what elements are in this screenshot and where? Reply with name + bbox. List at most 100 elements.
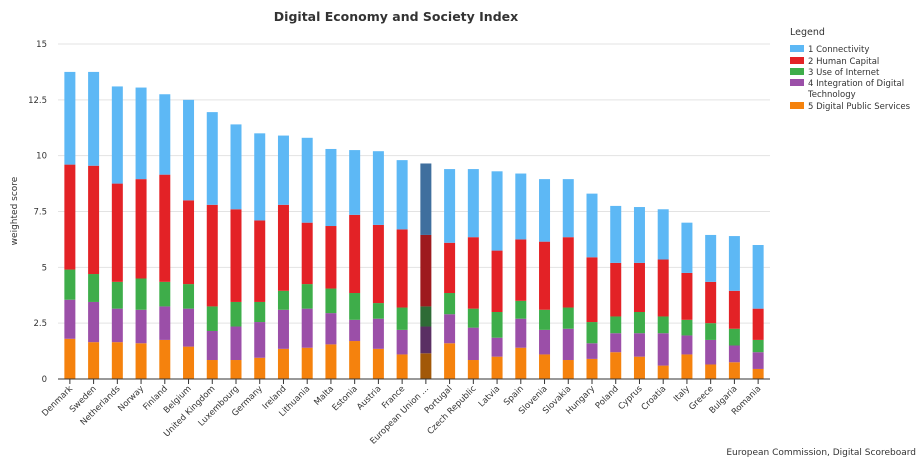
chart-title: Digital Economy and Society Index — [274, 9, 518, 24]
bar-segment — [206, 330, 218, 361]
bar-segment — [159, 94, 171, 175]
bar-segment — [562, 360, 574, 379]
bar-segment — [159, 281, 171, 307]
bar-segment — [610, 333, 622, 353]
bar-segment — [467, 327, 479, 361]
bar-segment — [64, 269, 76, 300]
bar-segment — [610, 316, 622, 334]
bar-segment — [325, 288, 337, 314]
bar-segment — [633, 312, 645, 334]
bar-segment — [372, 318, 384, 349]
bar-segment — [657, 333, 669, 366]
bar-segment — [254, 301, 266, 323]
bar-segment — [752, 245, 764, 309]
bar-segment — [420, 326, 432, 354]
bar-segment — [159, 339, 171, 379]
bar-segment — [657, 316, 669, 334]
category-label: Croatia — [640, 384, 669, 413]
bar-segment — [610, 205, 622, 263]
bar-segment — [728, 328, 740, 346]
legend-label: 5 Digital Public Services — [808, 102, 911, 112]
bar-segment — [420, 306, 432, 327]
bar-segment — [420, 353, 432, 379]
bar-segment — [135, 343, 147, 379]
bar-segment — [515, 347, 527, 379]
bar-segment — [372, 151, 384, 225]
bar-segment — [349, 214, 361, 294]
bar-segment — [254, 133, 266, 221]
bar-segment — [372, 303, 384, 319]
y-axis-label: weighted score — [10, 176, 20, 245]
bar-segment — [277, 204, 289, 291]
bar-segment — [515, 318, 527, 348]
bar-segment — [183, 346, 195, 379]
bar-segment — [586, 257, 598, 323]
bar-segment — [396, 160, 408, 230]
legend-label: 1 Connectivity — [808, 45, 869, 55]
bar-segment — [633, 356, 645, 379]
bar-segment — [633, 207, 645, 263]
bar-segment — [728, 290, 740, 329]
bar-segment — [64, 164, 76, 270]
bar-segment — [135, 87, 147, 180]
bar-segment — [657, 365, 669, 379]
bar-segment — [444, 343, 456, 379]
bar-segment — [610, 352, 622, 379]
bar-segment — [277, 309, 289, 349]
bar-segment — [254, 357, 266, 379]
bar-segment — [562, 307, 574, 329]
category-label: Denmark — [40, 384, 75, 419]
y-tick-label: 10 — [36, 152, 47, 162]
bar-segment — [135, 309, 147, 344]
bar-segment — [633, 333, 645, 357]
bar-segment — [111, 281, 123, 309]
source-credit: European Commission, Digital Scoreboard — [726, 448, 916, 458]
y-tick-label: 0 — [42, 375, 47, 385]
bar-segment — [230, 209, 242, 302]
legend-swatch — [790, 79, 804, 86]
bar-segment — [562, 237, 574, 308]
bar-segment — [515, 173, 527, 240]
bar-segment — [301, 284, 313, 309]
bar-segment — [88, 71, 100, 166]
y-tick-label: 15 — [36, 40, 47, 50]
bar-segment — [491, 250, 503, 312]
bar-segment — [681, 335, 693, 355]
legend-label: 3 Use of Internet — [808, 68, 880, 78]
category-label: Italy — [672, 384, 692, 404]
bar-segment — [206, 204, 218, 307]
category-label: Norway — [116, 384, 146, 414]
bar-segment — [539, 241, 551, 310]
bar-segment — [64, 71, 76, 165]
bar-segment — [349, 319, 361, 342]
bar-segment — [539, 179, 551, 242]
bar-segment — [420, 163, 432, 235]
legend-title: Legend — [790, 27, 825, 38]
bar-segment — [562, 328, 574, 361]
bar-segment — [562, 179, 574, 238]
bar-segment — [467, 360, 479, 379]
bar-segment — [159, 306, 171, 340]
bar-segment — [159, 174, 171, 282]
bar-segment — [491, 337, 503, 357]
bar-segment — [752, 368, 764, 379]
bar-segment — [230, 301, 242, 327]
bar-segment — [111, 183, 123, 282]
bar-segment — [657, 259, 669, 317]
bar-segment — [491, 312, 503, 338]
bar-segment — [681, 222, 693, 273]
bar-segment — [349, 341, 361, 379]
bar-segment — [230, 360, 242, 379]
bar-segment — [277, 348, 289, 379]
bar-segment — [491, 356, 503, 379]
bar-segment — [111, 86, 123, 184]
x-axis: DenmarkSwedenNetherlandsNorwayFinlandBel… — [40, 379, 763, 447]
bar-segment — [586, 343, 598, 359]
bar-segment — [444, 169, 456, 243]
bar-segment — [515, 239, 527, 301]
bar-segment — [301, 222, 313, 285]
bar-segment — [206, 112, 218, 205]
bar-segment — [681, 354, 693, 379]
bar-segment — [301, 137, 313, 223]
bar-segment — [539, 354, 551, 379]
